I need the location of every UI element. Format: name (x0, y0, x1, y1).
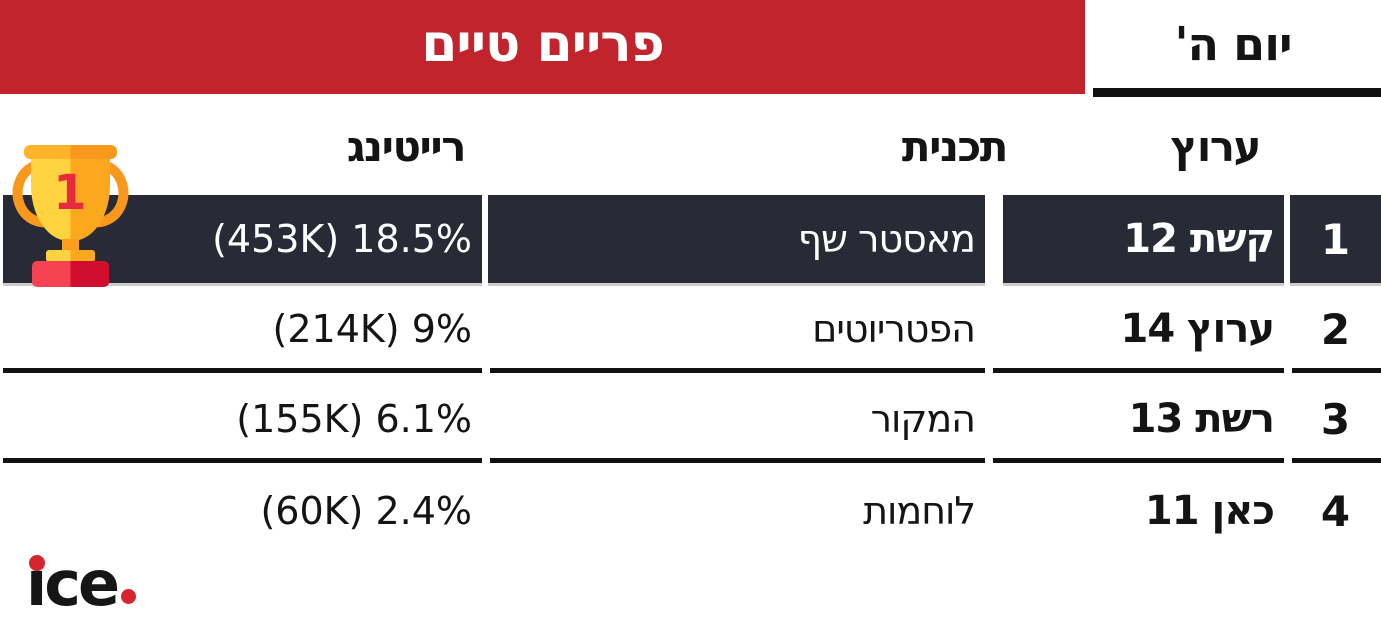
row-divider (490, 368, 985, 373)
program-cell-4: לוחמות (488, 467, 985, 555)
table-row-4: 4 כאן 11 לוחמות 2.4% (60K) (0, 467, 1381, 555)
ice-logo: ice (26, 546, 137, 622)
row-divider (3, 368, 482, 373)
channel-cell-3: רשת 13 (1003, 375, 1284, 463)
program-cell-1: מאסטר שף (488, 195, 985, 283)
trophy-number: 1 (53, 165, 86, 221)
channel-value: קשת 12 (1123, 216, 1275, 262)
channel-cell-2: ערוץ 14 (1003, 285, 1284, 373)
channel-cell-4: כאן 11 (1003, 467, 1284, 555)
primetime-banner: פריים טיים (0, 0, 1085, 94)
day-box: יום ה' (1085, 0, 1381, 94)
rank-value: 4 (1320, 486, 1351, 536)
rating-cell-4: 2.4% (60K) (3, 467, 482, 555)
trophy-first-place-icon: 1 (12, 145, 129, 287)
table-row-2: 2 ערוץ 14 הפטריוטים 9% (214K) (0, 285, 1381, 373)
rank-badge-1: 1 (1290, 195, 1381, 283)
rating-value: 6.1% (155K) (236, 397, 472, 441)
row-divider (993, 458, 1284, 463)
logo-period-dot-icon (121, 589, 137, 604)
program-value: המקור (870, 397, 976, 441)
rank-value: 2 (1320, 304, 1351, 354)
row-divider (490, 458, 985, 463)
logo-i-dot-icon (29, 555, 45, 571)
program-value: מאסטר שף (797, 217, 976, 261)
rank-cell-2: 2 (1290, 285, 1381, 373)
table-row-3: 3 רשת 13 המקור 6.1% (155K) (0, 375, 1381, 463)
column-header-program: תכנית (901, 121, 1009, 171)
channel-value: רשת 13 (1128, 396, 1275, 442)
column-header-rating: רייטינג (346, 121, 467, 171)
channel-value: כאן 11 (1144, 488, 1275, 534)
row-divider (993, 368, 1284, 373)
program-cell-3: המקור (488, 375, 985, 463)
banner-title: פריים טיים (421, 14, 665, 74)
program-value: הפטריוטים (812, 307, 976, 351)
program-value: לוחמות (863, 489, 976, 533)
rank-cell-3: 3 (1290, 375, 1381, 463)
channel-value: ערוץ 14 (1120, 306, 1275, 352)
row-divider (1292, 458, 1381, 463)
rank-cell-4: 4 (1290, 467, 1381, 555)
rank-value: 3 (1320, 394, 1351, 444)
day-label: יום ה' (1174, 17, 1292, 71)
program-cell-2: הפטריוטים (488, 285, 985, 373)
day-underline (1093, 88, 1381, 97)
rating-cell-2: 9% (214K) (3, 285, 482, 373)
channel-cell-1: קשת 12 (1003, 195, 1284, 283)
column-header-channel: ערוץ (1170, 121, 1262, 171)
rating-value: 18.5% (453K) (212, 217, 472, 261)
rating-value: 2.4% (60K) (260, 489, 472, 533)
row-divider (1292, 368, 1381, 373)
rating-cell-3: 6.1% (155K) (3, 375, 482, 463)
table-row-1: 1 קשת 12 מאסטר שף 18.5% (453K) (0, 195, 1381, 283)
rating-value: 9% (214K) (272, 307, 472, 351)
rank-value: 1 (1320, 214, 1351, 264)
row-divider (3, 458, 482, 463)
